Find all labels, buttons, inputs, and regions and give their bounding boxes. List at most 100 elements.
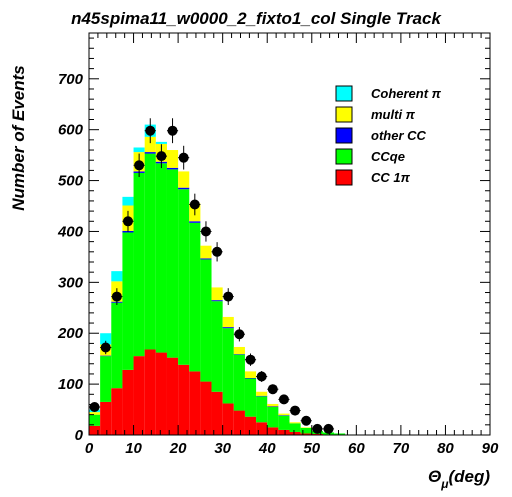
- data-point-14: [245, 354, 256, 365]
- bar-cc-1pi-14: [244, 416, 257, 435]
- bar-cc-1pi-18: [289, 431, 301, 435]
- bar-other-cc-15: [256, 395, 268, 397]
- bar-multi-pi-15: [256, 391, 268, 396]
- data-points: [89, 118, 335, 434]
- bar-other-cc-9: [189, 221, 201, 223]
- legend-swatch-multi-pi: [335, 106, 353, 123]
- x-tick-label-80: 80: [437, 440, 454, 457]
- bar-cc-1pi-16: [267, 427, 279, 435]
- bar-ccqe-13: [233, 354, 245, 411]
- bar-multi-pi-10: [200, 245, 212, 259]
- bar-cc-1pi-15: [256, 422, 268, 435]
- bar-cc-1pi-6: [155, 352, 167, 435]
- data-point-19: [301, 415, 312, 426]
- x-axis-label: Θμ(deg): [428, 467, 490, 491]
- x-tick-label-20: 20: [169, 440, 187, 457]
- x-tick-label-10: 10: [125, 440, 142, 457]
- bar-ccqe-19: [300, 427, 312, 434]
- bar-multi-pi-16: [267, 403, 279, 407]
- bar-cc-1pi-7: [166, 357, 179, 435]
- bar-multi-pi-18: [289, 422, 301, 424]
- bar-ccqe-11: [211, 301, 223, 392]
- bar-multi-pi-8: [178, 171, 190, 188]
- bar-multi-pi-13: [233, 346, 245, 355]
- bar-cc-1pi-17: [278, 429, 290, 435]
- x-tick-label-90: 90: [482, 440, 499, 457]
- bar-cc-1pi-4: [133, 356, 145, 435]
- bar-ccqe-5: [144, 153, 156, 350]
- bar-cc-1pi-12: [222, 403, 234, 435]
- bar-cc-1pi-13: [233, 410, 245, 435]
- data-point-17: [278, 394, 289, 405]
- y-tick-label-400: 400: [57, 223, 84, 240]
- data-point-15: [256, 371, 267, 382]
- data-point-7: [167, 125, 178, 136]
- bar-other-cc-12: [222, 327, 234, 329]
- bar-cc-1pi-5: [144, 349, 156, 435]
- legend-swatch-coherent-pi: [335, 85, 353, 102]
- bar-multi-pi-19: [300, 427, 312, 428]
- y-tick-label-100: 100: [58, 376, 84, 393]
- legend-swatch-ccqe: [335, 148, 353, 165]
- bar-ccqe-15: [256, 396, 268, 423]
- data-point-21: [323, 423, 334, 434]
- data-point-4: [134, 160, 145, 171]
- bar-coherent-pi-2: [111, 271, 123, 282]
- legend-label-ccqe: CCqe: [371, 149, 405, 164]
- bar-ccqe-22: [334, 433, 346, 435]
- plot-frame: [88, 32, 491, 436]
- bar-ccqe-16: [267, 407, 279, 428]
- bar-ccqe-3: [122, 232, 134, 370]
- x-tick-label-30: 30: [214, 440, 231, 457]
- bar-other-cc-13: [233, 354, 245, 355]
- data-point-2: [111, 291, 122, 302]
- bar-multi-pi-7: [166, 150, 179, 168]
- bar-cc-1pi-20: [311, 433, 323, 435]
- y-tick-label-600: 600: [58, 122, 84, 139]
- bar-ccqe-17: [278, 415, 290, 430]
- bar-ccqe-18: [289, 423, 301, 432]
- x-tick-label-40: 40: [258, 440, 276, 457]
- bar-ccqe-14: [244, 378, 257, 417]
- legend-label-coherent-pi: Coherent π: [371, 86, 442, 101]
- y-tick-label-500: 500: [58, 173, 84, 190]
- bar-ccqe-9: [189, 222, 201, 372]
- y-tick-label-300: 300: [58, 274, 84, 291]
- legend-swatch-cc-1pi: [335, 169, 353, 186]
- y-axis: 0 100 200 300 400 500 600 700: [57, 37, 490, 444]
- bar-cc-1pi-1: [100, 401, 112, 435]
- bar-cc-1pi-11: [211, 391, 223, 435]
- bar-ccqe-6: [155, 163, 167, 353]
- bar-cc-1pi-2: [111, 388, 123, 435]
- legend-label-multi-pi: multi π: [371, 107, 416, 122]
- y-tick-label-0: 0: [75, 427, 84, 444]
- bar-multi-pi-14: [244, 371, 257, 379]
- bar-cc-1pi-3: [122, 369, 134, 435]
- data-point-18: [290, 405, 301, 416]
- bar-other-cc-5: [144, 152, 156, 154]
- bar-ccqe-10: [200, 259, 212, 382]
- bar-cc-1pi-8: [178, 364, 190, 435]
- bar-ccqe-7: [166, 169, 179, 358]
- data-point-8: [178, 152, 189, 163]
- data-point-3: [122, 216, 133, 227]
- bar-multi-pi-0: [89, 412, 101, 415]
- legend-label-cc-1pi: CC 1π: [371, 170, 411, 185]
- data-point-6: [156, 151, 167, 162]
- bar-other-cc-10: [200, 258, 212, 260]
- x-axis-label-symbol: Θ: [428, 467, 441, 486]
- x-axis-label-unit: (deg): [448, 467, 490, 486]
- x-tick-label-60: 60: [348, 440, 365, 457]
- bar-other-cc-17: [278, 415, 290, 416]
- bar-multi-pi-17: [278, 413, 290, 416]
- legend-swatch-other-cc: [335, 127, 353, 144]
- bar-multi-pi-11: [211, 287, 223, 301]
- chart-title: n45spima11_w0000_2_fixto1_col Single Tra…: [71, 9, 442, 28]
- data-point-16: [267, 384, 278, 395]
- bar-cc-1pi-9: [189, 371, 201, 435]
- bar-cc-1pi-10: [200, 381, 212, 435]
- data-point-20: [312, 423, 323, 434]
- y-tick-label-700: 700: [58, 71, 84, 88]
- data-point-13: [234, 329, 245, 340]
